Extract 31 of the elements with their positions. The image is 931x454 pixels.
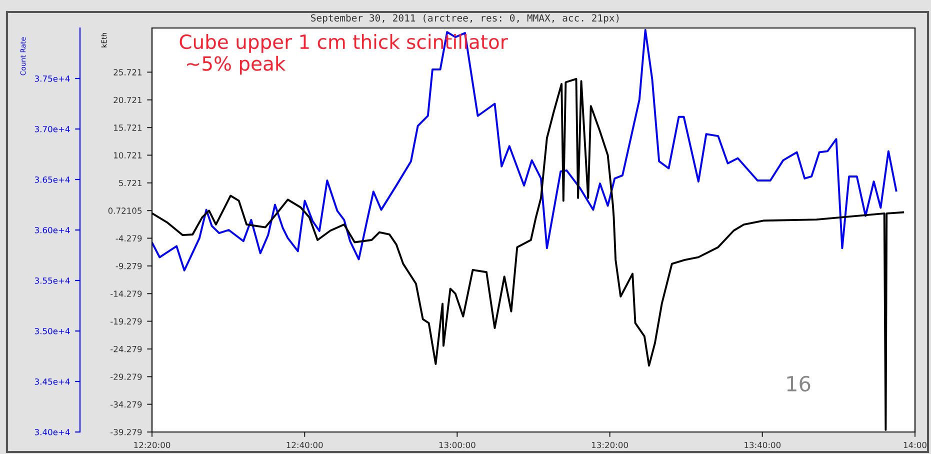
y2-tick-label: 3.50e+4 (34, 328, 70, 334)
x-tick-label: 12:20:00 (134, 442, 170, 448)
y-tick-label: 25.721 (114, 69, 142, 76)
y2-tick-label: 3.75e+4 (34, 75, 70, 82)
x-tick-label: 13:00:00 (439, 442, 476, 448)
y2-tick-label: 3.45e+4 (34, 378, 70, 385)
y-tick-label: -9.279 (116, 262, 142, 270)
y-tick-label: 20.721 (114, 96, 142, 104)
y2-tick-label: 3.70e+4 (34, 126, 70, 132)
x-tick-label: 12:40:00 (286, 442, 323, 448)
y-tick-label: -19.279 (110, 318, 142, 325)
y-tick-label: -29.279 (110, 374, 142, 380)
y-tick-label: -39.279 (110, 428, 142, 436)
y-tick-label: 5.721 (119, 180, 142, 186)
y-tick-label: -34.279 (110, 401, 142, 408)
x-tick-label: 13:40:00 (744, 442, 781, 448)
line-series (152, 29, 898, 272)
y-tick-label: -4.279 (116, 235, 142, 242)
y2-tick-label: 3.40e+4 (34, 428, 70, 436)
y-tick-label: 0.72105 (108, 208, 142, 214)
x-tick-label: 13:20:00 (592, 442, 628, 448)
chart-title: September 30, 2011 (arctree, res: 0, MMAX, acc. 21px) (311, 14, 619, 24)
y2-tick-label: 3.55e+4 (34, 277, 70, 284)
x-tick-label: 14:00 (904, 442, 926, 448)
y-tick-label: -24.279 (110, 346, 142, 352)
y-tick-label: 15.721 (114, 124, 142, 131)
y-tick-label: 10.721 (114, 152, 142, 158)
y-tick-label: -14.279 (110, 290, 142, 297)
annotation: 16 (787, 376, 810, 392)
y2-tick-label: 3.60e+4 (34, 226, 70, 234)
y2-tick-label: 3.65e+4 (34, 176, 70, 183)
